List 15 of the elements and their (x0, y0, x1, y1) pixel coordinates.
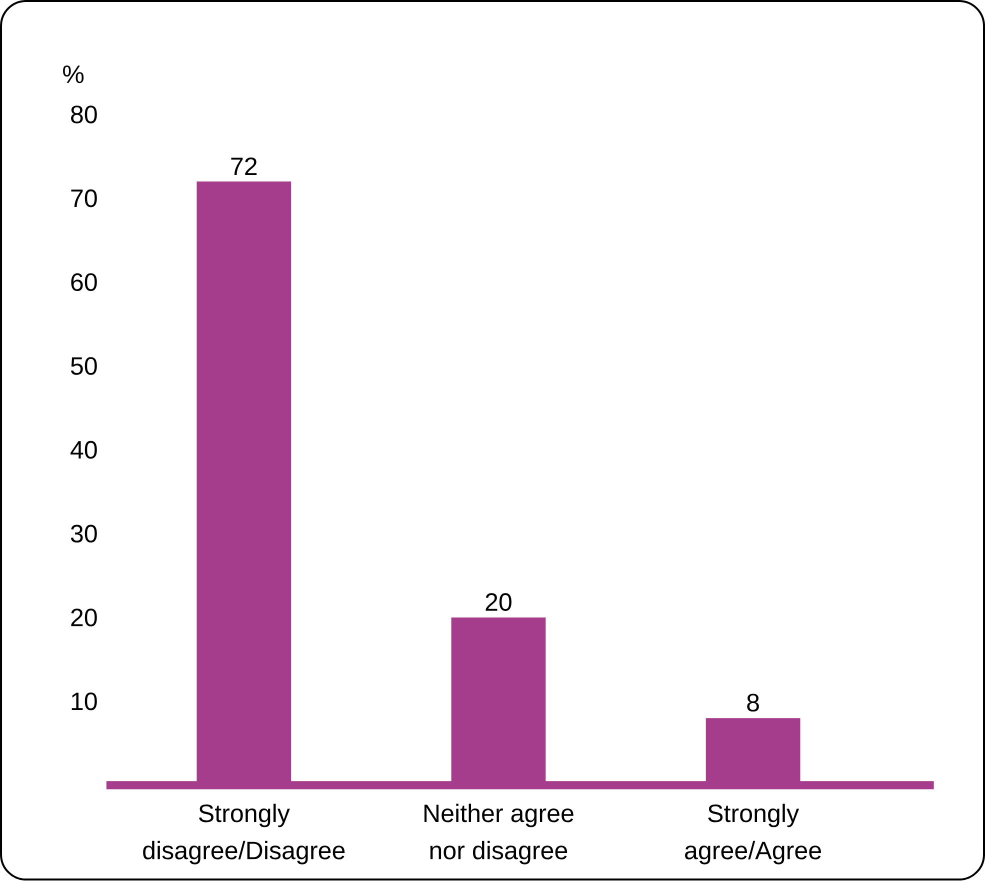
x-tick-label: Strongly agree/Agree (685, 804, 822, 865)
y-tick-label: 30 (70, 524, 97, 543)
data-label: 72 (231, 158, 257, 176)
x-tick-label: Neither agree nor disagree (424, 804, 574, 865)
y-tick-label: 20 (71, 608, 97, 627)
y-tick-label: 70 (71, 190, 97, 208)
data-label: 20 (486, 593, 512, 612)
y-tick-label: 10 (72, 692, 97, 710)
y-tick-label: 60 (71, 273, 97, 292)
data-label: 8 (747, 694, 759, 712)
y-axis-title: % (63, 66, 84, 84)
y-tick-label: 40 (70, 441, 97, 459)
y-tick-label: 80 (71, 106, 97, 124)
x-tick-label: Strongly disagree/Disagree (143, 804, 345, 865)
y-tick-label: 50 (70, 357, 97, 376)
